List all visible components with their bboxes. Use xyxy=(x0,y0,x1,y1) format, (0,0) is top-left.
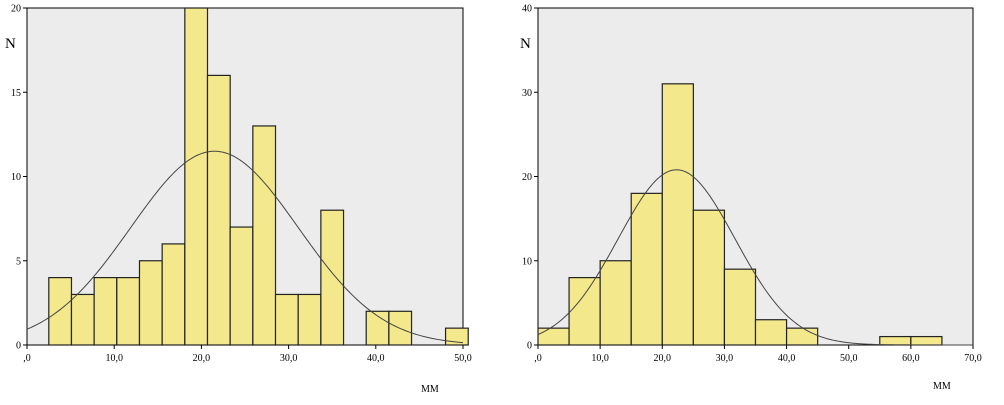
histogram-bar-left-7 xyxy=(206,74,231,346)
y-tick-label-right-3: 30 xyxy=(522,88,532,99)
histogram-bar-right-6 xyxy=(723,268,757,346)
histogram-bar-left-3 xyxy=(116,277,141,346)
chart-right-normal-curve xyxy=(537,169,973,346)
x-tick-label-left-1: 10,0 xyxy=(105,353,123,364)
x-tick-label-left-4: 40,0 xyxy=(367,353,385,364)
histogram-bar-left-4 xyxy=(138,260,163,346)
histogram-bar-left-8 xyxy=(229,226,254,346)
histogram-bar-left-0 xyxy=(48,277,73,346)
histogram-bar-right-4 xyxy=(661,83,694,346)
histogram-bar-left-9 xyxy=(252,125,277,346)
y-tick-label-left-3: 15 xyxy=(11,88,21,99)
chart-right-x-ticks: ,0 10,0 20,0 30,0 40,0 50,0 60,0 70,0 xyxy=(534,345,982,364)
chart-left-bars xyxy=(48,7,469,346)
chart-left-y-axis-label: N xyxy=(5,36,16,52)
histogram-bar-right-0 xyxy=(537,327,570,346)
y-tick-label-left-1: 5 xyxy=(16,256,21,267)
histogram-bar-right-3 xyxy=(630,192,663,346)
chart-right: ,0 10,0 20,0 30,0 40,0 50,0 60,0 70,0 0 10 20 30 40… xyxy=(520,4,982,393)
histogram-bar-right-8 xyxy=(785,327,819,346)
y-tick-label-left-2: 10 xyxy=(11,172,21,183)
chart-left-y-ticks: 0 5 10 15 20 xyxy=(11,4,27,352)
x-tick-label-right-1: 10,0 xyxy=(591,353,609,364)
histogram-bar-left-6 xyxy=(184,7,209,346)
chart-left: ,0 10,0 20,0 30,0 40,0 50,0 0 5 10 15 20 N MM xyxy=(5,4,472,396)
histogram-bar-right-2 xyxy=(599,260,632,346)
histogram-bar-left-10 xyxy=(274,293,299,346)
x-tick-label-left-2: 20,0 xyxy=(193,353,211,364)
x-tick-label-right-4: 40,0 xyxy=(778,353,796,364)
y-tick-label-right-1: 10 xyxy=(522,256,532,267)
histogram-bar-left-1 xyxy=(70,293,95,346)
x-tick-label-right-7: 70,0 xyxy=(964,353,982,364)
y-tick-label-left-4: 20 xyxy=(11,4,21,15)
histogram-bar-left-11 xyxy=(297,293,322,346)
chart-right-x-axis-label: MM xyxy=(933,381,951,392)
chart-left-x-ticks: ,0 10,0 20,0 30,0 40,0 50,0 xyxy=(23,345,472,364)
histogram-bar-right-5 xyxy=(692,209,726,346)
histogram-bar-left-5 xyxy=(161,243,186,346)
y-tick-label-right-2: 20 xyxy=(522,172,532,183)
histogram-bar-right-9 xyxy=(879,335,912,346)
histogram-bar-right-7 xyxy=(754,319,788,346)
x-tick-label-left-0: ,0 xyxy=(23,353,31,364)
x-tick-label-left-5: 50,0 xyxy=(454,353,472,364)
histogram-bar-right-1 xyxy=(568,277,601,346)
chart-right-y-axis-label: N xyxy=(520,36,531,52)
y-tick-label-right-4: 40 xyxy=(522,4,532,15)
chart-left-x-axis-label: MM xyxy=(421,384,439,395)
y-tick-label-right-0: 0 xyxy=(527,341,532,352)
histogram-bar-right-10 xyxy=(910,335,943,346)
x-tick-label-right-3: 30,0 xyxy=(716,353,734,364)
x-tick-label-right-5: 50,0 xyxy=(840,353,858,364)
histogram-bar-left-12 xyxy=(320,209,345,346)
chart-right-bars xyxy=(537,83,943,346)
x-tick-label-right-0: ,0 xyxy=(534,353,542,364)
histogram-bar-left-2 xyxy=(93,277,118,346)
x-tick-label-right-2: 20,0 xyxy=(654,353,672,364)
chart-right-y-ticks: 0 10 20 30 40 xyxy=(522,4,538,352)
y-tick-label-left-0: 0 xyxy=(16,341,21,352)
chart-left-normal-curve xyxy=(26,150,464,344)
x-tick-label-right-6: 60,0 xyxy=(902,353,920,364)
x-tick-label-left-3: 30,0 xyxy=(280,353,298,364)
histogram-bar-left-15 xyxy=(444,327,469,346)
